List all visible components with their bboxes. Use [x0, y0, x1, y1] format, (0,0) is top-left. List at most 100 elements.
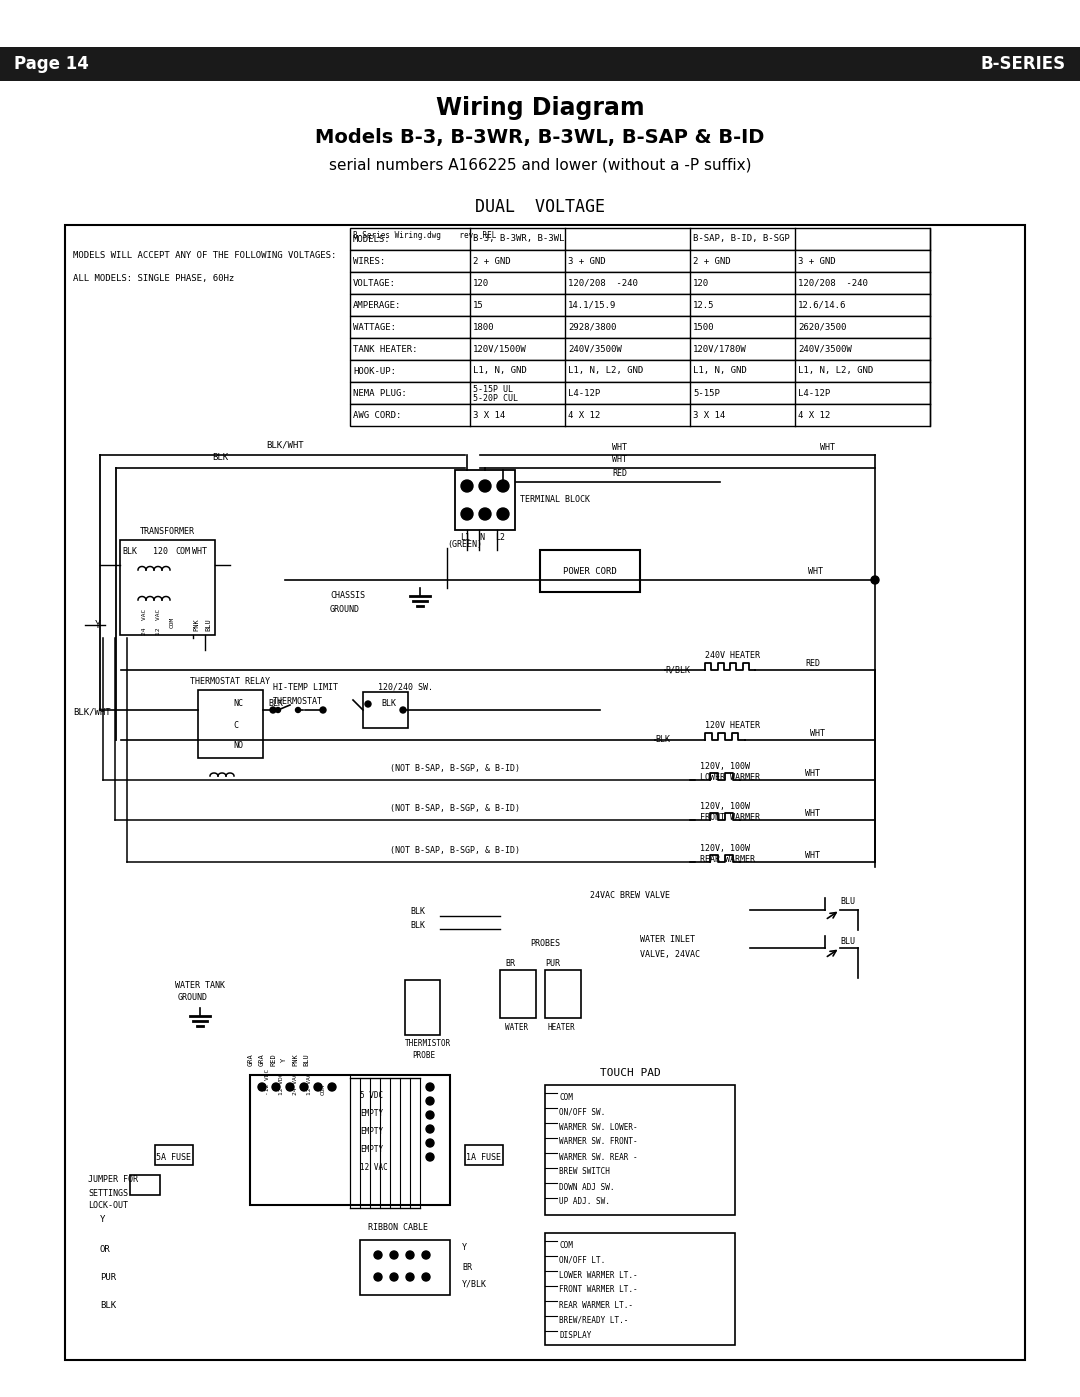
- Bar: [350, 228, 930, 250]
- Circle shape: [426, 1097, 434, 1105]
- Text: 120: 120: [473, 278, 489, 288]
- Text: 5 VDC: 5 VDC: [360, 1091, 383, 1099]
- Text: L2: L2: [495, 534, 505, 542]
- Text: WHT: WHT: [805, 809, 820, 819]
- Bar: [545, 1234, 735, 1345]
- Text: 4 X 12: 4 X 12: [798, 411, 831, 419]
- Circle shape: [314, 1083, 322, 1091]
- Text: 120/208  -240: 120/208 -240: [568, 278, 638, 288]
- Text: Y/BLK: Y/BLK: [462, 1280, 487, 1288]
- Text: PNK: PNK: [292, 1053, 298, 1066]
- Text: 120V HEATER: 120V HEATER: [705, 721, 760, 731]
- Text: JUMPER FOR: JUMPER FOR: [87, 1175, 138, 1185]
- Text: 120/208  -240: 120/208 -240: [798, 278, 868, 288]
- Bar: [350, 272, 930, 293]
- Text: VALVE, 24VAC: VALVE, 24VAC: [640, 950, 700, 958]
- Text: COM: COM: [170, 616, 175, 627]
- Text: WATER: WATER: [505, 1023, 528, 1031]
- Text: 12 VAC: 12 VAC: [360, 1162, 388, 1172]
- Circle shape: [400, 707, 406, 712]
- Text: 120V/1780W: 120V/1780W: [693, 345, 746, 353]
- Circle shape: [374, 1273, 382, 1281]
- Text: THERMOSTAT RELAY: THERMOSTAT RELAY: [190, 676, 270, 686]
- Text: B-SERIES: B-SERIES: [981, 54, 1066, 73]
- Circle shape: [422, 1273, 430, 1281]
- Text: Wiring Diagram: Wiring Diagram: [435, 96, 645, 120]
- Text: SETTINGS: SETTINGS: [87, 1189, 129, 1197]
- Text: 14.1/15.9: 14.1/15.9: [568, 300, 617, 310]
- Text: 3 X 14: 3 X 14: [473, 411, 505, 419]
- Text: COM: COM: [559, 1241, 572, 1249]
- Text: 3 X 14: 3 X 14: [693, 411, 726, 419]
- Text: WARMER SW. REAR -: WARMER SW. REAR -: [559, 1153, 637, 1161]
- Bar: [350, 316, 930, 338]
- Text: GROUND: GROUND: [330, 605, 360, 615]
- Text: 12 VDC: 12 VDC: [279, 1073, 284, 1095]
- Text: RED: RED: [270, 1053, 276, 1066]
- Text: NEMA PLUG:: NEMA PLUG:: [353, 388, 407, 398]
- Text: L1: L1: [460, 534, 470, 542]
- Text: HOOK-UP:: HOOK-UP:: [353, 366, 396, 376]
- Text: PNK: PNK: [193, 619, 199, 631]
- Bar: [455, 469, 515, 529]
- Text: 120: 120: [153, 548, 168, 556]
- Text: MODELS:: MODELS:: [353, 235, 391, 243]
- Text: BLK: BLK: [122, 548, 137, 556]
- Text: FRONT WARMER LT.-: FRONT WARMER LT.-: [559, 1285, 637, 1295]
- Text: NC: NC: [233, 700, 243, 708]
- Circle shape: [497, 481, 509, 492]
- Text: 5A FUSE: 5A FUSE: [156, 1154, 191, 1162]
- Text: POWER CORD: POWER CORD: [563, 567, 617, 576]
- Bar: [198, 690, 264, 759]
- Text: 240V/3500W: 240V/3500W: [568, 345, 622, 353]
- Circle shape: [390, 1273, 399, 1281]
- Text: BR: BR: [505, 958, 515, 968]
- Text: WHT: WHT: [805, 770, 820, 778]
- Text: WHT: WHT: [810, 729, 825, 739]
- Text: BLK: BLK: [268, 698, 283, 707]
- Text: L1, N, GND: L1, N, GND: [693, 366, 746, 376]
- Bar: [360, 1241, 450, 1295]
- Circle shape: [461, 481, 473, 492]
- Text: DOWN ADJ SW.: DOWN ADJ SW.: [559, 1182, 615, 1192]
- Text: DUAL  VOLTAGE: DUAL VOLTAGE: [475, 198, 605, 217]
- Text: REAR WARMER LT.-: REAR WARMER LT.-: [559, 1301, 633, 1309]
- Circle shape: [406, 1250, 414, 1259]
- Text: AWG CORD:: AWG CORD:: [353, 411, 402, 419]
- Bar: [350, 360, 930, 381]
- Text: 5-20P CUL: 5-20P CUL: [473, 394, 518, 402]
- Text: 2 + GND: 2 + GND: [473, 257, 511, 265]
- Bar: [65, 225, 1025, 1361]
- Text: 12.5: 12.5: [693, 300, 715, 310]
- Text: BLK: BLK: [212, 454, 228, 462]
- Text: WHT: WHT: [612, 455, 627, 464]
- Circle shape: [320, 707, 326, 712]
- Text: WARMER SW. LOWER-: WARMER SW. LOWER-: [559, 1123, 637, 1132]
- Text: BLU: BLU: [840, 937, 855, 947]
- Text: R/BLK: R/BLK: [665, 665, 690, 675]
- Text: 1800: 1800: [473, 323, 495, 331]
- Text: NO: NO: [233, 740, 243, 750]
- Circle shape: [296, 707, 300, 712]
- Circle shape: [426, 1125, 434, 1133]
- Text: 4 X 12: 4 X 12: [568, 411, 600, 419]
- Text: C: C: [233, 721, 238, 731]
- Text: COM: COM: [321, 1084, 326, 1095]
- Bar: [249, 1076, 450, 1206]
- Text: Y: Y: [100, 1215, 106, 1225]
- Text: PROBE: PROBE: [411, 1051, 435, 1059]
- Text: 24 VAC: 24 VAC: [293, 1073, 298, 1095]
- Text: WARMER SW. FRONT-: WARMER SW. FRONT-: [559, 1137, 637, 1147]
- Text: BLU: BLU: [303, 1053, 309, 1066]
- Circle shape: [365, 701, 372, 707]
- Text: WHT: WHT: [805, 852, 820, 861]
- Circle shape: [426, 1111, 434, 1119]
- Text: BLK/WHT: BLK/WHT: [73, 707, 110, 717]
- Text: 240V/3500W: 240V/3500W: [798, 345, 852, 353]
- Circle shape: [374, 1250, 382, 1259]
- Text: 120V, 100W: 120V, 100W: [700, 761, 750, 771]
- Text: GRA: GRA: [248, 1053, 254, 1066]
- Text: BLU: BLU: [840, 897, 855, 907]
- Text: PROBES: PROBES: [530, 939, 561, 947]
- Text: L4-12P: L4-12P: [568, 388, 600, 398]
